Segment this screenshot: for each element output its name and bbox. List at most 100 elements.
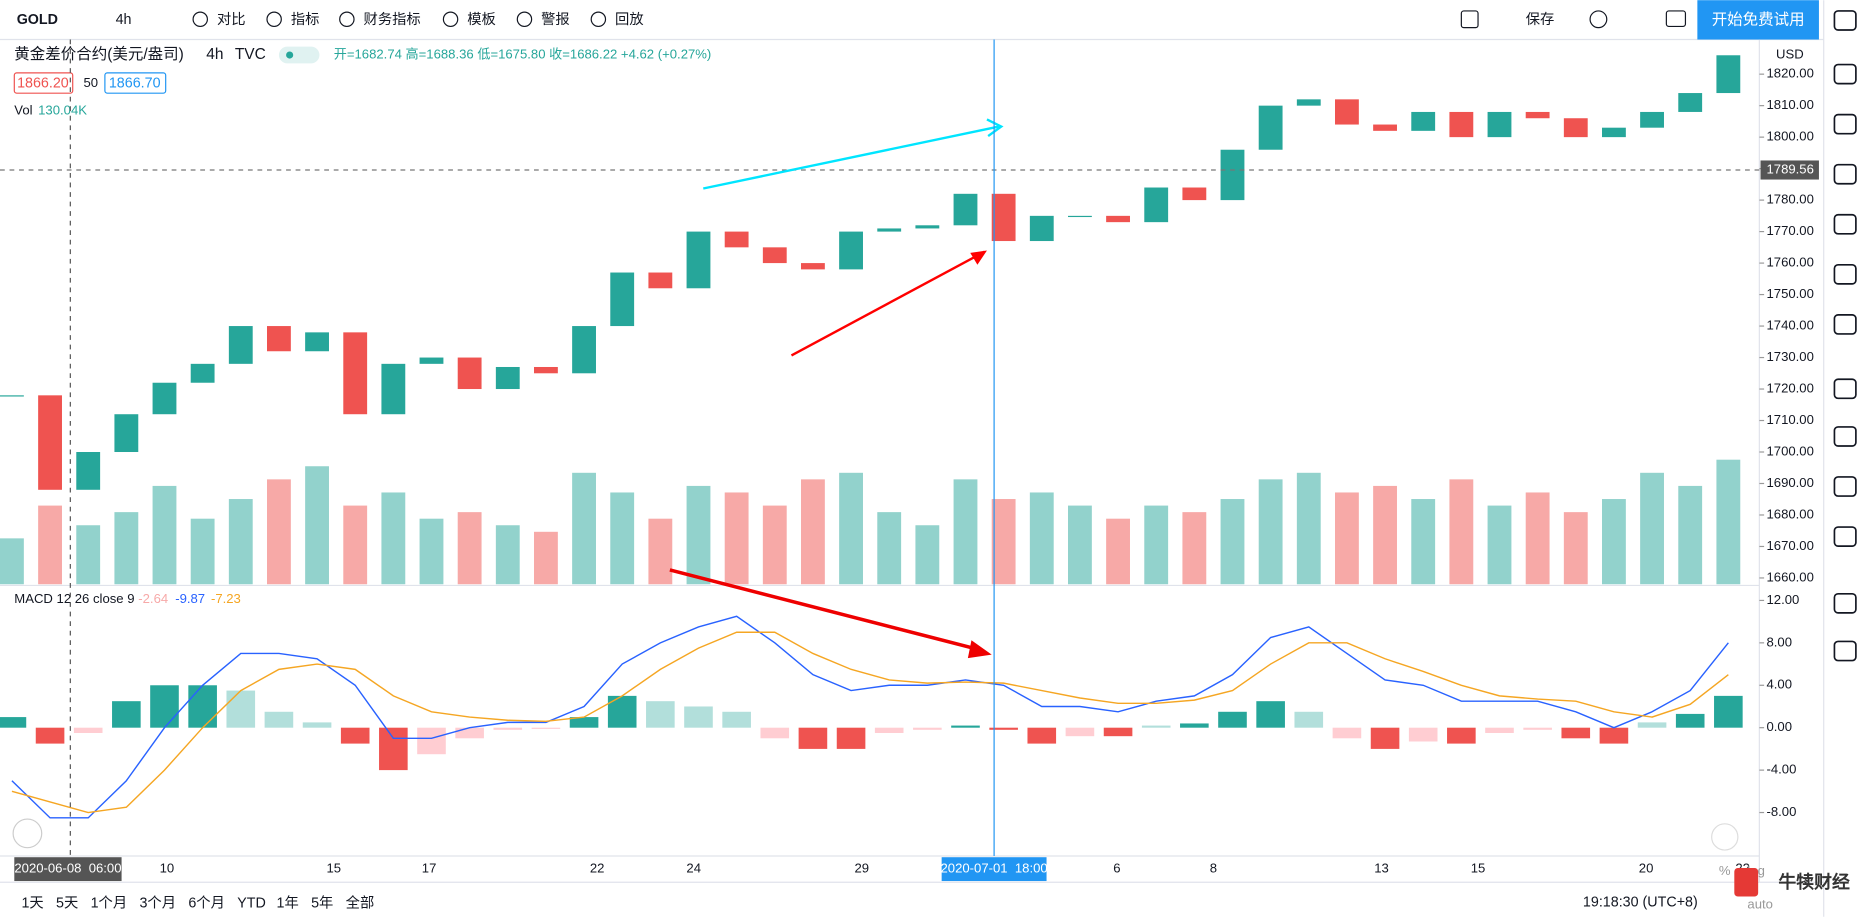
volume-bar <box>1182 512 1207 585</box>
layout-icon[interactable] <box>1460 10 1479 29</box>
range-button[interactable]: 全部 <box>346 893 375 911</box>
candle <box>305 332 329 352</box>
sidebar-icon[interactable] <box>1833 426 1857 447</box>
brand: 牛犊财经 <box>1778 871 1850 892</box>
range-button[interactable]: YTD <box>237 895 266 911</box>
sidebar-icon[interactable] <box>1833 526 1857 547</box>
price-tick-label: 1670.00 <box>1766 538 1813 553</box>
macd-histogram-bar <box>0 717 27 728</box>
sidebar-icon[interactable] <box>1833 113 1857 135</box>
macd-histogram-bar <box>1447 727 1476 744</box>
ask-box[interactable] <box>104 72 167 94</box>
candle <box>267 326 291 352</box>
range-button[interactable]: 1个月 <box>91 894 128 911</box>
volume-bar <box>1449 479 1474 585</box>
bid-box[interactable] <box>13 72 74 94</box>
range-button[interactable]: 3个月 <box>139 894 176 911</box>
sidebar-icon[interactable] <box>1833 163 1857 185</box>
percent-toggle[interactable]: % <box>1719 863 1731 878</box>
toolbar-button[interactable]: 财务指标 <box>364 11 421 28</box>
logo-button[interactable] <box>12 818 43 849</box>
cyan-trendline[interactable] <box>703 125 1000 190</box>
sidebar-icon[interactable] <box>1833 476 1857 497</box>
ask[interactable]: 1866.70 <box>109 75 161 91</box>
auto-toggle[interactable]: auto <box>1747 896 1773 911</box>
candle <box>228 326 253 364</box>
volume-bar <box>38 505 62 585</box>
legend-ohlc: 开=1682.74 高=1688.36 低=1675.80 收=1686.22 … <box>334 45 712 61</box>
price-tick-label: 1820.00 <box>1766 66 1813 81</box>
red-arrow-macd[interactable] <box>669 568 981 652</box>
toolbar-icon[interactable] <box>192 11 208 28</box>
bid[interactable]: 1866.20 <box>17 75 69 91</box>
trial-button[interactable] <box>1697 0 1819 40</box>
volume-bar <box>76 525 101 585</box>
sidebar-icon[interactable] <box>1833 10 1857 31</box>
toolbar-icon[interactable] <box>339 11 355 28</box>
candle <box>495 366 520 390</box>
sidebar-icon[interactable] <box>1833 263 1857 285</box>
toolbar-button[interactable]: 警报 <box>541 11 570 28</box>
toolbar-icon[interactable] <box>442 11 459 28</box>
interval[interactable]: 4h <box>116 12 132 28</box>
candle <box>1335 99 1359 125</box>
toolbar-icon[interactable] <box>516 11 533 28</box>
sidebar-icon[interactable] <box>1833 213 1857 235</box>
toolbar-button[interactable]: 对比 <box>217 11 246 28</box>
vol-name: Vol <box>14 103 32 118</box>
sidebar-icon[interactable] <box>1833 63 1857 85</box>
toolbar-icon[interactable] <box>266 11 282 28</box>
red-arrowhead <box>970 250 987 265</box>
price-tick-label: 1660.00 <box>1766 569 1813 584</box>
crosshair-time: 2020-07-01 18:00 <box>941 861 1048 876</box>
time-label: 15 <box>326 861 341 876</box>
macd-histogram-bar <box>1561 727 1591 739</box>
symbol[interactable]: GOLD <box>17 12 58 28</box>
sidebar-icon[interactable] <box>1833 378 1857 400</box>
candle <box>1678 93 1703 112</box>
status-dot <box>286 51 294 59</box>
trial-label[interactable]: 开始免费试用 <box>1712 11 1805 29</box>
time-label: 22 <box>590 861 605 876</box>
macd-histogram-bar <box>1637 722 1667 728</box>
range-button[interactable]: 6个月 <box>188 894 225 911</box>
sidebar-icon[interactable] <box>1833 640 1857 662</box>
candle <box>38 395 62 490</box>
volume-bar <box>495 525 520 585</box>
macd-histogram-bar <box>646 701 675 728</box>
camera-icon[interactable] <box>1665 10 1687 28</box>
sidebar-icon[interactable] <box>1833 314 1857 335</box>
candle <box>1563 118 1588 138</box>
candle <box>1487 111 1512 138</box>
scroll-button[interactable] <box>1711 823 1739 851</box>
red-arrow-price[interactable] <box>790 250 986 357</box>
candle <box>1525 111 1550 119</box>
red-arrowhead <box>967 640 992 659</box>
range-button[interactable]: 1天 <box>21 895 43 911</box>
volume-bar <box>915 525 940 585</box>
volume-layer <box>0 459 1741 585</box>
range-button[interactable]: 5天 <box>56 895 78 911</box>
macd-histogram-bar <box>989 727 1018 730</box>
macd-histogram-bar <box>913 727 942 730</box>
volume-bar <box>1029 492 1054 585</box>
toolbar-icon[interactable] <box>590 11 607 28</box>
macd-histogram-bar <box>1675 713 1705 728</box>
range-button[interactable]: 1年 <box>277 894 299 911</box>
save[interactable]: 保存 <box>1526 11 1555 28</box>
range-button[interactable]: 5年 <box>311 894 333 911</box>
crosshair-time-box <box>14 857 122 882</box>
macd-line <box>11 615 1729 819</box>
candle <box>1182 187 1207 201</box>
sidebar-icon[interactable] <box>1833 592 1857 614</box>
price-tick-label: 1700.00 <box>1766 443 1813 458</box>
toolbar-button[interactable]: 指标 <box>291 11 320 28</box>
candle <box>1068 215 1092 218</box>
price-tick-label: 1750.00 <box>1766 286 1813 301</box>
candle <box>1220 149 1245 201</box>
toolbar-button[interactable]: 模板 <box>467 11 496 28</box>
volume-bar <box>1258 479 1283 585</box>
volume-bar <box>801 479 825 585</box>
settings-icon[interactable] <box>1589 10 1608 29</box>
toolbar-button[interactable]: 回放 <box>615 11 644 28</box>
